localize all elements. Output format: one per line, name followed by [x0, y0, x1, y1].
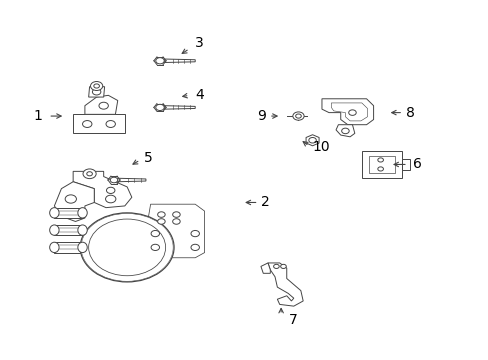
Text: 8: 8: [406, 105, 414, 120]
Ellipse shape: [50, 208, 59, 218]
Circle shape: [172, 219, 180, 224]
Circle shape: [377, 167, 383, 171]
Text: 1: 1: [34, 109, 42, 123]
Circle shape: [65, 195, 76, 203]
Circle shape: [151, 230, 159, 237]
Circle shape: [157, 219, 165, 224]
Polygon shape: [153, 206, 192, 230]
Text: 6: 6: [413, 157, 422, 171]
Circle shape: [308, 138, 316, 143]
Circle shape: [105, 195, 116, 203]
Polygon shape: [267, 263, 303, 306]
Polygon shape: [143, 204, 204, 258]
Polygon shape: [73, 114, 124, 133]
Circle shape: [82, 121, 92, 127]
Polygon shape: [164, 59, 195, 63]
Circle shape: [94, 84, 99, 88]
Circle shape: [156, 104, 164, 111]
Circle shape: [156, 58, 164, 64]
Polygon shape: [331, 103, 367, 121]
Circle shape: [83, 169, 96, 179]
Polygon shape: [118, 178, 145, 182]
Circle shape: [348, 110, 355, 115]
Text: 5: 5: [143, 150, 152, 165]
Circle shape: [280, 264, 285, 269]
Ellipse shape: [78, 242, 87, 253]
Circle shape: [92, 89, 101, 95]
Text: 3: 3: [195, 36, 203, 50]
Ellipse shape: [78, 208, 87, 218]
Circle shape: [191, 244, 199, 251]
Polygon shape: [88, 87, 104, 97]
Text: 10: 10: [312, 140, 329, 154]
Polygon shape: [54, 225, 82, 235]
Polygon shape: [368, 156, 394, 173]
Polygon shape: [54, 242, 82, 253]
Circle shape: [295, 114, 301, 118]
Text: 4: 4: [195, 88, 203, 102]
Circle shape: [341, 128, 348, 134]
Circle shape: [106, 121, 115, 127]
Text: 2: 2: [261, 195, 269, 210]
Text: 9: 9: [256, 109, 265, 123]
Polygon shape: [321, 99, 373, 125]
Circle shape: [377, 158, 383, 162]
Polygon shape: [305, 135, 319, 146]
Circle shape: [99, 102, 108, 109]
Circle shape: [151, 244, 159, 251]
Polygon shape: [54, 182, 94, 221]
Ellipse shape: [50, 242, 59, 253]
Polygon shape: [85, 95, 118, 114]
Circle shape: [86, 172, 92, 176]
Circle shape: [292, 112, 304, 120]
Circle shape: [106, 187, 115, 193]
Polygon shape: [361, 150, 401, 178]
Circle shape: [110, 177, 118, 183]
Circle shape: [88, 219, 165, 276]
Circle shape: [80, 213, 174, 282]
Text: 7: 7: [288, 313, 297, 327]
Polygon shape: [401, 159, 409, 170]
Ellipse shape: [78, 225, 87, 235]
Circle shape: [273, 264, 279, 269]
Circle shape: [157, 212, 165, 217]
Circle shape: [191, 230, 199, 237]
Polygon shape: [54, 208, 82, 218]
Circle shape: [172, 212, 180, 217]
Polygon shape: [261, 263, 270, 273]
Polygon shape: [164, 106, 195, 109]
Polygon shape: [335, 125, 354, 137]
Ellipse shape: [50, 225, 59, 235]
Circle shape: [90, 81, 102, 90]
Polygon shape: [73, 171, 132, 208]
